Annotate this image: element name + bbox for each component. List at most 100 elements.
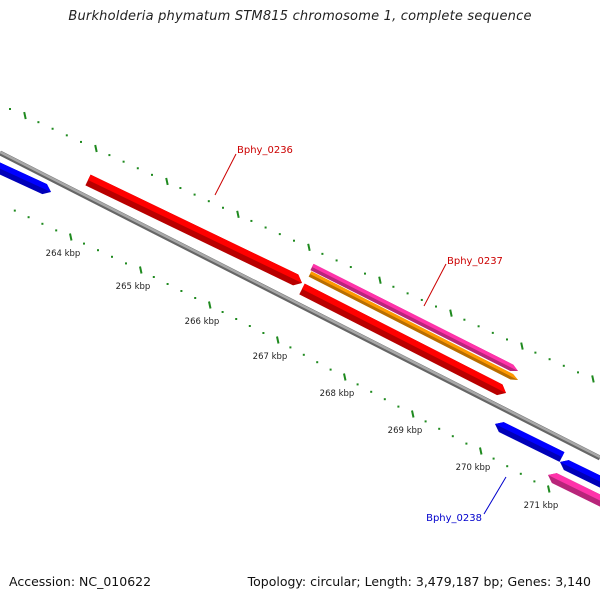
minor-tick	[370, 390, 373, 393]
major-tick	[139, 266, 143, 274]
tick-label: 269 kbp	[388, 426, 423, 436]
tick-label: 266 kbp	[185, 317, 220, 327]
minor-tick	[451, 435, 454, 438]
gene-label[interactable]: Bphy_0238	[426, 513, 482, 524]
minor-tick	[335, 259, 338, 262]
minor-tick	[383, 398, 386, 401]
cds-reverse-arrow	[495, 422, 565, 462]
minor-tick	[248, 325, 251, 327]
gene-label[interactable]: Bphy_0237	[447, 256, 503, 267]
minor-tick	[465, 442, 468, 445]
major-tick	[479, 447, 483, 455]
minor-tick	[166, 283, 169, 285]
minor-tick	[83, 242, 85, 245]
minor-tick	[41, 222, 44, 225]
tick-label: 270 kbp	[456, 463, 491, 473]
major-tick	[94, 144, 98, 153]
gene-label[interactable]: Bphy_0236	[237, 145, 293, 156]
minor-tick	[278, 233, 281, 236]
minor-tick	[51, 127, 54, 130]
minor-tick	[136, 167, 139, 170]
minor-tick	[111, 255, 113, 258]
minor-tick	[302, 353, 305, 356]
inner-tick-ring	[13, 209, 551, 493]
minor-tick	[37, 121, 40, 124]
feature-pink-arrow	[548, 473, 600, 507]
minor-tick	[438, 427, 441, 430]
major-tick	[591, 375, 595, 383]
cds-forward-arrow	[299, 283, 506, 396]
minor-tick	[424, 420, 427, 423]
minor-tick	[477, 325, 480, 328]
minor-tick	[221, 311, 224, 313]
cds-reverse-arrow	[560, 460, 600, 488]
minor-tick	[349, 266, 352, 269]
minor-tick	[506, 465, 509, 468]
minor-tick	[577, 371, 579, 374]
feature-track	[0, 162, 600, 507]
major-tick	[208, 301, 212, 309]
minor-tick	[97, 249, 99, 252]
minor-tick	[435, 305, 437, 308]
major-tick	[69, 233, 73, 241]
minor-tick	[235, 318, 238, 320]
minor-tick	[406, 292, 409, 295]
gene-callout-line	[423, 263, 447, 307]
minor-tick	[13, 209, 16, 212]
minor-tick	[491, 331, 494, 334]
minor-tick	[533, 480, 536, 483]
minor-tick	[293, 239, 295, 242]
minor-tick	[562, 364, 565, 367]
minor-tick	[262, 332, 265, 334]
minor-tick	[316, 361, 319, 364]
feature-pink-arrow	[310, 263, 518, 371]
minor-tick	[420, 298, 423, 301]
accession-text: Accession: NC_010622	[9, 574, 152, 589]
minor-tick	[151, 173, 153, 176]
backbone-line	[0, 150, 600, 459]
major-tick	[343, 373, 347, 381]
minor-tick	[125, 262, 127, 265]
tick-label: 268 kbp	[320, 389, 355, 399]
minor-tick	[397, 405, 400, 408]
cds-reverse-arrow	[0, 162, 51, 195]
minor-tick	[356, 383, 359, 386]
minor-tick	[179, 187, 182, 190]
minor-tick	[463, 318, 466, 321]
major-tick	[307, 243, 311, 251]
minor-tick	[27, 216, 30, 219]
minor-tick	[222, 206, 224, 209]
minor-tick	[329, 368, 332, 371]
minor-tick	[55, 229, 58, 232]
minor-tick	[534, 351, 537, 354]
minor-tick	[9, 108, 11, 110]
tick-label: 271 kbp	[524, 501, 559, 511]
minor-tick	[506, 338, 508, 341]
minor-tick	[289, 346, 292, 349]
outer-tick-ring	[9, 108, 595, 383]
feature-orange-arrow	[308, 271, 518, 380]
major-tick	[411, 410, 415, 418]
minor-tick	[250, 219, 253, 222]
major-tick	[165, 177, 169, 186]
genome-summary-text: Topology: circular; Length: 3,479,187 bp…	[247, 574, 591, 589]
major-tick	[547, 485, 551, 493]
label-layer: 264 kbp 265 kbp 266 kbp 267 kbp 268 kbp 269 k…	[46, 145, 559, 524]
major-tick	[276, 336, 280, 344]
major-tick	[520, 342, 524, 350]
tick-label: 264 kbp	[46, 249, 81, 259]
tick-label: 265 kbp	[116, 282, 151, 292]
minor-tick	[207, 200, 210, 203]
map-title: Burkholderia phymatum STM815 chromosome …	[68, 9, 532, 24]
major-tick	[449, 309, 453, 317]
minor-tick	[152, 276, 155, 278]
minor-tick	[492, 457, 495, 460]
gene-callout-line	[214, 153, 237, 196]
minor-tick	[108, 154, 111, 157]
tick-label: 267 kbp	[253, 352, 288, 362]
minor-tick	[193, 193, 196, 196]
cds-forward-arrow	[85, 174, 303, 286]
minor-tick	[321, 252, 324, 255]
minor-tick	[264, 226, 267, 229]
